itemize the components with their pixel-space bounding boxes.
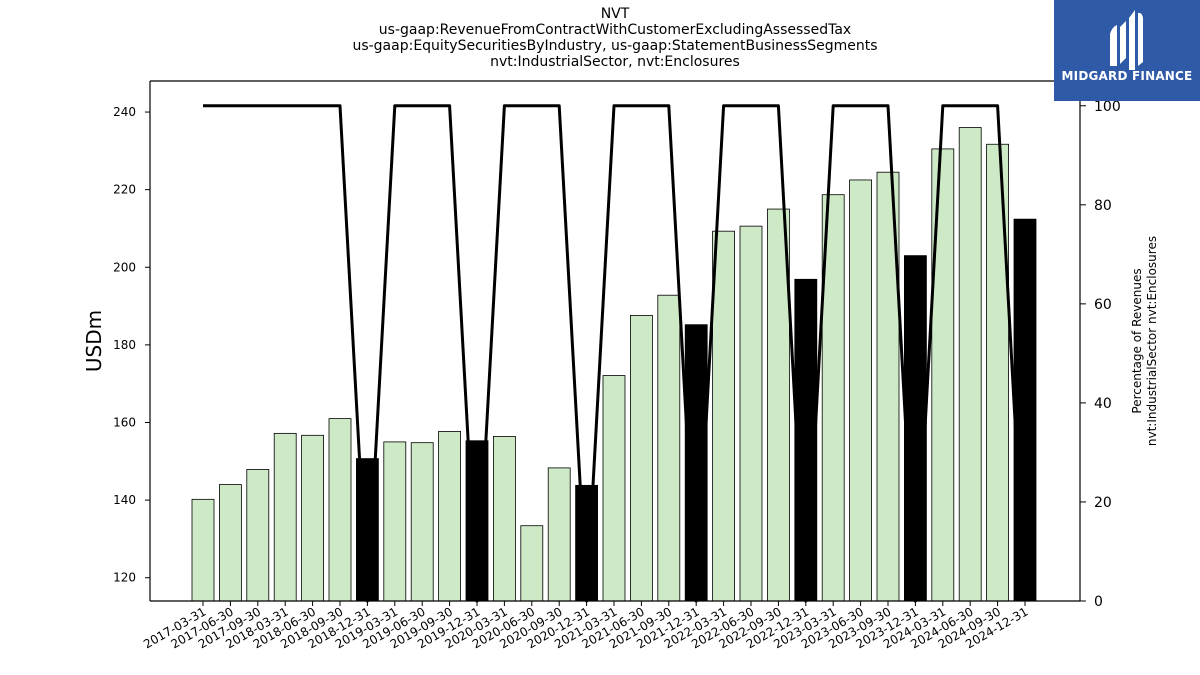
bar bbox=[986, 143, 1009, 602]
chart-title-line-2: us-gaap:RevenueFromContractWithCustomerE… bbox=[378, 22, 852, 38]
chart-title-line-4: nvt:IndustrialSector, nvt:Enclosures bbox=[490, 54, 740, 70]
y-tick-label: 180 bbox=[113, 338, 136, 352]
y-right-tick-label: 0 bbox=[1094, 594, 1103, 610]
y-right-tick-label: 80 bbox=[1094, 198, 1112, 214]
y-tick-label: 240 bbox=[113, 105, 136, 119]
bar bbox=[657, 294, 681, 602]
bar bbox=[1013, 218, 1037, 602]
bar bbox=[191, 498, 215, 602]
bar bbox=[492, 436, 516, 602]
y-axis-label: USDm bbox=[82, 310, 106, 372]
bar bbox=[904, 255, 927, 602]
chart-title-line-1: NVT bbox=[600, 6, 630, 22]
bar bbox=[301, 434, 325, 602]
y-tick-label: 160 bbox=[113, 415, 136, 429]
bar bbox=[712, 230, 735, 602]
y-right-tick-label: 60 bbox=[1094, 297, 1112, 313]
bar bbox=[438, 431, 462, 602]
bar bbox=[602, 375, 626, 602]
bar bbox=[547, 467, 571, 602]
y-right-tick-label: 100 bbox=[1094, 99, 1121, 115]
y-right-tick-label: 40 bbox=[1094, 396, 1112, 412]
chart-title-line-3: us-gaap:EquitySecuritiesByIndustry, us-g… bbox=[352, 38, 878, 54]
y-right-axis-label-line-2: nvt:IndustrialSector nvt:Enclosures bbox=[1145, 236, 1159, 446]
logo-text: MIDGARD FINANCE bbox=[1061, 69, 1193, 83]
y-tick-label: 220 bbox=[113, 183, 136, 197]
percentage-line bbox=[203, 104, 1027, 603]
bar bbox=[520, 525, 544, 602]
midgard-m-icon bbox=[1110, 10, 1143, 70]
bar bbox=[958, 127, 982, 602]
bar bbox=[246, 469, 270, 602]
y-right-tick-label: 20 bbox=[1094, 495, 1112, 511]
y-tick-label: 140 bbox=[113, 493, 136, 507]
bar bbox=[273, 432, 297, 602]
midgard-finance-logo: MIDGARD FINANCE bbox=[1054, 0, 1200, 101]
y-tick-label: 200 bbox=[113, 260, 136, 274]
bar bbox=[410, 442, 434, 602]
y-tick-label: 120 bbox=[113, 571, 136, 585]
bar bbox=[931, 148, 955, 602]
y-right-axis-label-line-1: Percentage of Revenues bbox=[1130, 268, 1144, 413]
bar bbox=[630, 314, 653, 602]
chart-title: NVT us-gaap:RevenueFromContractWithCusto… bbox=[150, 6, 1080, 70]
bar bbox=[739, 225, 763, 602]
bar bbox=[849, 179, 872, 602]
bar bbox=[218, 484, 242, 602]
bar bbox=[328, 418, 352, 602]
bar bbox=[383, 441, 407, 602]
